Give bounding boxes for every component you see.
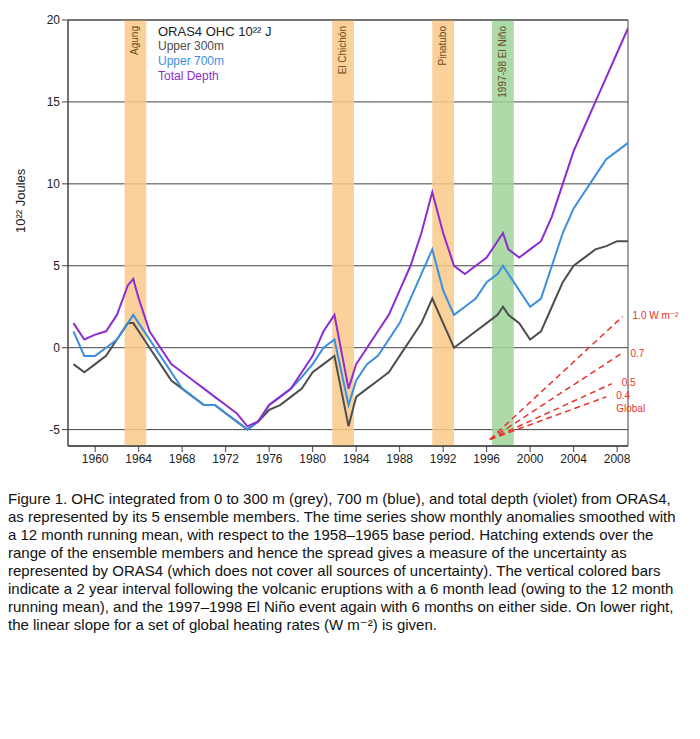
svg-text:1972: 1972 bbox=[212, 452, 239, 466]
html-text:ORAS4 OHC 10²² J: ORAS4 OHC 10²² J bbox=[158, 24, 272, 39]
svg-text:1980: 1980 bbox=[299, 452, 326, 466]
svg-text:Global: Global bbox=[616, 403, 645, 414]
svg-text:El Chichón: El Chichón bbox=[337, 26, 348, 74]
html-text:Figure 1. OHC integrated from: Figure 1. OHC integrated from 0 to 300 m… bbox=[8, 490, 676, 633]
svg-text:1997-98 El Niño: 1997-98 El Niño bbox=[497, 26, 508, 98]
svg-text:20: 20 bbox=[47, 13, 61, 27]
svg-text:15: 15 bbox=[47, 95, 61, 109]
svg-text:0.5: 0.5 bbox=[622, 377, 636, 388]
svg-text:0.7: 0.7 bbox=[630, 348, 644, 359]
svg-text:2000: 2000 bbox=[517, 452, 544, 466]
svg-text:10: 10 bbox=[47, 177, 61, 191]
svg-text:1996: 1996 bbox=[473, 452, 500, 466]
svg-text:2008: 2008 bbox=[604, 452, 631, 466]
svg-text:1976: 1976 bbox=[256, 452, 283, 466]
html-text:Upper 300m: Upper 300m bbox=[158, 39, 224, 53]
svg-text:1964: 1964 bbox=[125, 452, 152, 466]
svg-text:1988: 1988 bbox=[386, 452, 413, 466]
svg-text:0.4: 0.4 bbox=[616, 390, 630, 401]
svg-text:-5: -5 bbox=[49, 423, 60, 437]
svg-text:1984: 1984 bbox=[343, 452, 370, 466]
svg-text:10²² Joules: 10²² Joules bbox=[13, 168, 28, 233]
svg-text:1.0 W m⁻²: 1.0 W m⁻² bbox=[633, 310, 680, 321]
svg-text:0: 0 bbox=[53, 341, 60, 355]
html-text:Total Depth: Total Depth bbox=[158, 69, 219, 83]
svg-text:1968: 1968 bbox=[169, 452, 196, 466]
svg-text:Agung: Agung bbox=[129, 26, 140, 55]
svg-text:2004: 2004 bbox=[560, 452, 587, 466]
svg-text:1992: 1992 bbox=[430, 452, 457, 466]
svg-text:5: 5 bbox=[53, 259, 60, 273]
svg-text:Pinatubo: Pinatubo bbox=[437, 26, 448, 66]
svg-text:1960: 1960 bbox=[82, 452, 109, 466]
html-text:Upper 700m: Upper 700m bbox=[158, 54, 224, 68]
